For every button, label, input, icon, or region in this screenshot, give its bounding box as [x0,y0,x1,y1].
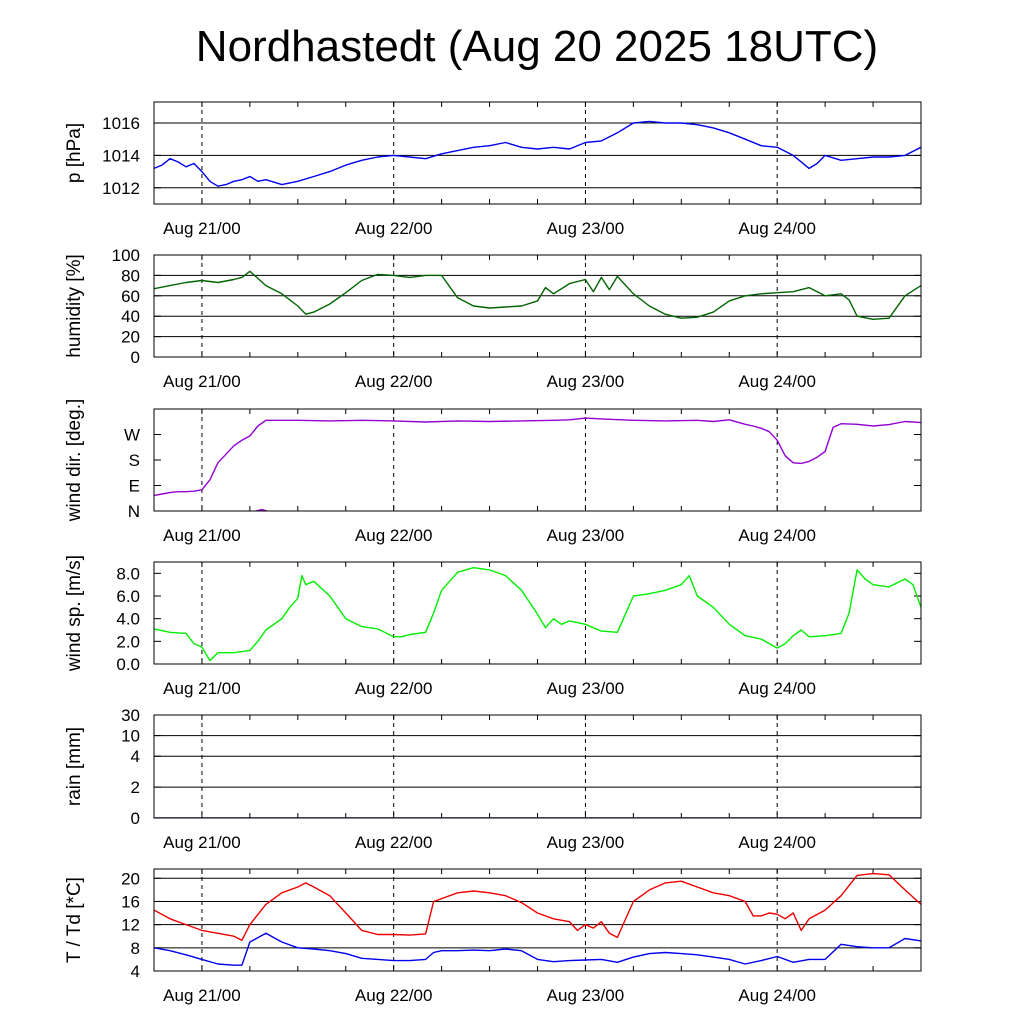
x-tick-label: Aug 23/00 [547,526,625,545]
panel-frame [153,254,922,358]
x-tick-label: Aug 24/00 [738,526,816,545]
y-tick-label: 20 [121,869,140,888]
x-tick-label: Aug 22/00 [355,679,433,698]
x-tick-label: Aug 21/00 [163,986,241,1005]
y-tick-label: 100 [112,246,140,265]
x-tick-label: Aug 22/00 [355,526,433,545]
x-tick-label: Aug 24/00 [738,219,816,238]
panel-frame [153,101,922,205]
y-tick-label: 2.0 [116,632,140,651]
panel-temperature: 4 8 12 16 20 Aug 21/00 Aug 22/00 Aug 23/00 Aug 2… [64,868,922,1005]
y-tick-label: N [128,502,140,521]
y-tick-label: 12 [121,916,140,935]
x-tick-label: Aug 23/00 [547,372,625,391]
y-tick-label: 40 [121,307,140,326]
y-tick-label: 6.0 [116,587,140,606]
y-tick-label: 8.0 [116,564,140,583]
y-tick-label: 1014 [102,146,140,165]
y-tick-label: 30 [121,706,140,725]
series-line-temperature-1 [154,932,921,966]
series-line-pressure-0 [154,120,921,187]
y-tick-label: S [129,451,140,470]
x-tick-label: Aug 23/00 [547,986,625,1005]
y-tick-label: 20 [121,328,140,347]
y-tick-label: 80 [121,266,140,285]
x-tick-label: Aug 22/00 [355,833,433,852]
x-tick-label: Aug 22/00 [355,372,433,391]
panel-frame [153,714,922,819]
x-tick-label: Aug 22/00 [355,219,433,238]
y-tick-label: 10 [121,727,140,746]
y-tick-label: 2 [131,778,140,797]
y-tick-label: 1016 [102,114,140,133]
y-axis-label: wind sp. [m/s] [64,555,85,672]
x-tick-label: Aug 24/00 [738,986,816,1005]
series-line-wind_direction-0 [154,417,921,497]
panel-wind_speed: 0.0 2.0 4.0 6.0 8.0 Aug 21/00 Aug 22/00 Aug 23/… [64,555,922,698]
x-tick-label: Aug 22/00 [355,986,433,1005]
y-tick-label: 1012 [102,179,140,198]
y-tick-label: 16 [121,892,140,911]
y-axis-label: humidity [%] [64,254,85,357]
x-tick-label: Aug 24/00 [738,372,816,391]
panel-pressure: 1012 1014 1016 Aug 21/00 Aug 22/00 Aug 23/00 A… [64,101,922,238]
y-axis-label: T / Td [*C] [64,877,85,963]
y-axis-label: rain [mm] [64,727,85,806]
x-tick-label: Aug 21/00 [163,526,241,545]
series-line-wind_direction-1 [252,508,270,511]
y-tick-label: W [124,426,140,445]
y-tick-label: 8 [131,939,140,958]
chart-title: Nordhastedt (Aug 20 2025 18UTC) [195,22,879,71]
x-tick-label: Aug 24/00 [738,679,816,698]
panel-frame [153,868,922,972]
y-tick-label: 4 [131,747,140,766]
y-tick-label: E [129,477,140,496]
x-tick-label: Aug 21/00 [163,372,241,391]
x-tick-label: Aug 23/00 [547,833,625,852]
series-line-temperature-0 [154,872,921,941]
y-axis-label: wind dir. [deg.] [64,399,85,523]
panel-rain: 0 2 410 30 Aug 21/00 Aug 22/00 Aug 23/00 Aug 24… [64,706,922,852]
x-tick-label: Aug 24/00 [738,833,816,852]
x-tick-label: Aug 23/00 [547,219,625,238]
x-tick-label: Aug 23/00 [547,679,625,698]
series-line-wind_speed-0 [154,567,921,662]
y-tick-label: 0 [131,809,140,828]
panel-frame [153,408,922,512]
x-tick-label: Aug 21/00 [163,679,241,698]
x-tick-label: Aug 21/00 [163,219,241,238]
y-axis-label: p [hPa] [64,123,85,183]
y-tick-label: 0.0 [116,655,140,674]
y-tick-label: 0 [131,348,140,367]
y-tick-label: 4 [131,962,140,981]
series-line-humidity-0 [154,270,921,320]
y-tick-label: 4.0 [116,610,140,629]
y-tick-label: 60 [121,287,140,306]
x-tick-label: Aug 21/00 [163,833,241,852]
panel-frame [153,561,922,665]
